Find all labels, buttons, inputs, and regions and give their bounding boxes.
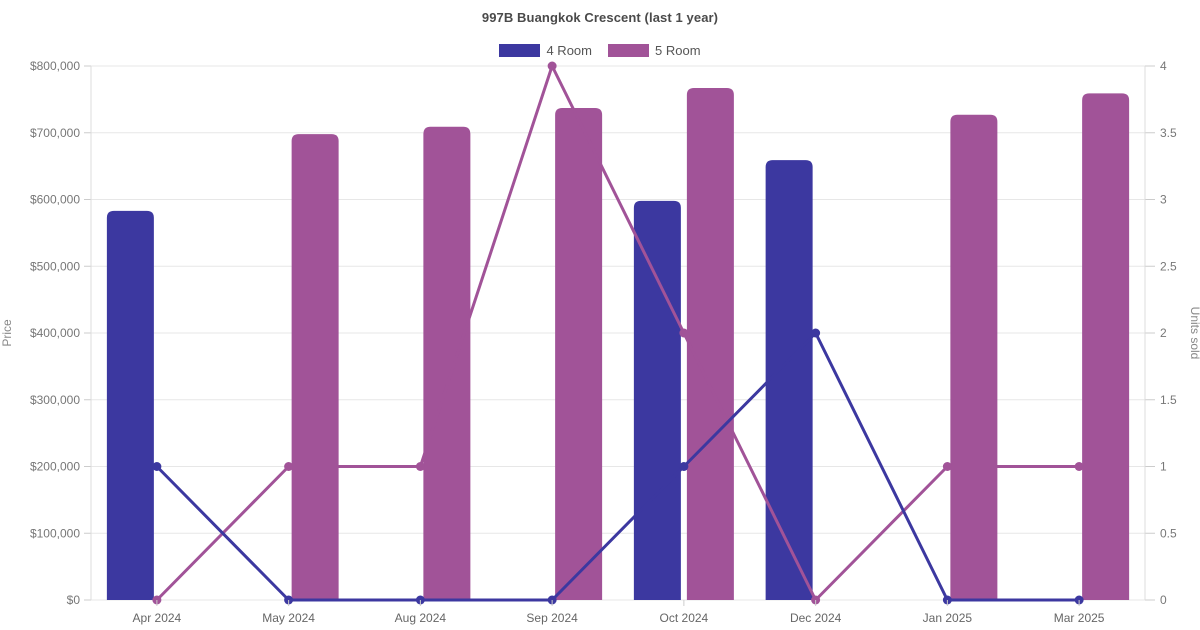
- point-5-room: [547, 61, 557, 71]
- line-4-room: [155, 331, 1080, 602]
- line-5-room: [155, 64, 1080, 602]
- units-tick-label: 2.5: [1160, 259, 1177, 273]
- bar-5-room: [555, 108, 603, 601]
- right-axis-title: Units sold: [1188, 307, 1200, 360]
- price-tick-label: $500,000: [30, 259, 80, 273]
- units-tick-label: 0: [1160, 593, 1167, 607]
- point-4-room: [679, 462, 689, 471]
- units-tick-label: 1.5: [1160, 393, 1177, 407]
- price-tick-label: $700,000: [30, 126, 80, 140]
- x-tick-label: Jan 2025: [923, 611, 973, 625]
- point-5-room: [284, 462, 294, 471]
- price-tick-label: $600,000: [30, 193, 80, 207]
- chart-title: 997B Buangkok Crescent (last 1 year): [481, 10, 719, 25]
- bar-5-room: [423, 126, 471, 601]
- point-5-room: [415, 462, 425, 471]
- price-tick-label: $400,000: [30, 326, 80, 340]
- point-5-room: [1074, 462, 1084, 471]
- units-tick-label: 1: [1160, 460, 1167, 474]
- x-tick-label: May 2024: [262, 611, 315, 625]
- bar-5-room: [686, 88, 734, 600]
- bar-5-room: [950, 114, 998, 600]
- bar-4-room: [106, 210, 154, 600]
- price-tick-label: $0: [67, 593, 81, 607]
- point-4-room: [811, 328, 821, 338]
- bar-5-room: [1082, 93, 1130, 601]
- bar-4-room: [765, 160, 813, 600]
- x-tick-label: Apr 2024: [133, 611, 182, 625]
- bar-5-room: [291, 134, 339, 600]
- legend-swatch-5-room: [608, 44, 649, 57]
- legend-item-4-room: 4 Room: [499, 43, 592, 58]
- legend-label-5-room: 5 Room: [655, 43, 701, 58]
- point-5-room: [942, 462, 952, 471]
- units-tick-label: 3: [1160, 193, 1167, 207]
- bar-4-room: [633, 200, 681, 600]
- price-tick-label: $800,000: [30, 59, 80, 73]
- left-axis-title: Price: [0, 319, 14, 347]
- x-tick-label: Mar 2025: [1054, 611, 1105, 625]
- x-tick-label: Dec 2024: [790, 611, 842, 625]
- units-tick-label: 4: [1160, 59, 1167, 73]
- x-tick-label: Oct 2024: [660, 611, 709, 625]
- x-tick-label: Aug 2024: [395, 611, 447, 625]
- price-tick-label: $300,000: [30, 393, 80, 407]
- price-tick-label: $100,000: [30, 526, 80, 540]
- units-tick-label: 3.5: [1160, 126, 1177, 140]
- x-tick-label: Sep 2024: [526, 611, 578, 625]
- legend-item-5-room: 5 Room: [608, 43, 701, 58]
- bar-layer: [106, 88, 1130, 601]
- legend-label-4-room: 4 Room: [546, 43, 592, 58]
- units-tick-label: 0.5: [1160, 526, 1177, 540]
- point-4-room: [152, 462, 162, 471]
- point-5-room: [679, 328, 689, 338]
- units-tick-label: 2: [1160, 326, 1167, 340]
- price-tick-label: $200,000: [30, 460, 80, 474]
- tick-layer: $0 0 $100,000 0.5 $200,000 1 $300,000 1.5 $400,0…: [30, 59, 1177, 625]
- chart-legend: 4 Room 5 Room: [0, 43, 1200, 58]
- legend-swatch-4-room: [499, 44, 541, 57]
